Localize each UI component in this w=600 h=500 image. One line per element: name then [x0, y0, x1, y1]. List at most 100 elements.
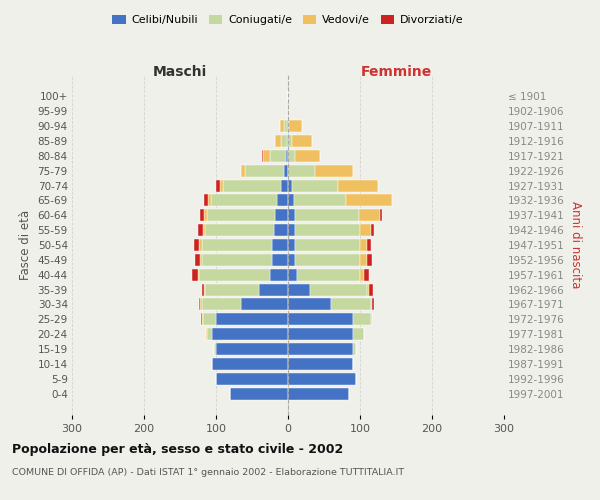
- Bar: [353, 328, 364, 340]
- Bar: [288, 298, 331, 310]
- Text: COMUNE DI OFFIDA (AP) - Dati ISTAT 1° gennaio 2002 - Elaborazione TUTTITALIA.IT: COMUNE DI OFFIDA (AP) - Dati ISTAT 1° ge…: [12, 468, 404, 477]
- Bar: [212, 328, 288, 340]
- Bar: [277, 194, 288, 206]
- Bar: [296, 269, 360, 280]
- Bar: [288, 120, 289, 132]
- Bar: [292, 180, 338, 192]
- Bar: [371, 298, 372, 310]
- Bar: [287, 135, 288, 147]
- Bar: [206, 210, 275, 221]
- Bar: [371, 224, 374, 236]
- Bar: [288, 194, 294, 206]
- Bar: [280, 120, 284, 132]
- Bar: [202, 314, 203, 325]
- Bar: [281, 135, 287, 147]
- Bar: [353, 314, 371, 325]
- Bar: [199, 269, 270, 280]
- Bar: [288, 150, 295, 162]
- Bar: [275, 135, 281, 147]
- Bar: [288, 135, 292, 147]
- Bar: [295, 210, 359, 221]
- Bar: [288, 165, 316, 176]
- Bar: [202, 298, 241, 310]
- Bar: [367, 254, 371, 266]
- Bar: [295, 224, 360, 236]
- Bar: [288, 269, 296, 280]
- Bar: [295, 239, 360, 251]
- Bar: [371, 314, 372, 325]
- Bar: [203, 224, 205, 236]
- Bar: [205, 224, 274, 236]
- Bar: [288, 180, 292, 192]
- Bar: [262, 150, 263, 162]
- Bar: [211, 194, 277, 206]
- Bar: [287, 120, 288, 132]
- Bar: [220, 180, 223, 192]
- Bar: [216, 373, 288, 384]
- Bar: [263, 150, 270, 162]
- Bar: [272, 254, 288, 266]
- Legend: Celibi/Nubili, Coniugati/e, Vedovi/e, Divorziati/e: Celibi/Nubili, Coniugati/e, Vedovi/e, Di…: [108, 10, 468, 30]
- Bar: [287, 106, 288, 117]
- Bar: [370, 284, 373, 296]
- Bar: [288, 106, 289, 117]
- Bar: [200, 298, 202, 310]
- Bar: [364, 269, 368, 280]
- Y-axis label: Fasce di età: Fasce di età: [19, 210, 32, 280]
- Bar: [216, 343, 288, 355]
- Bar: [294, 194, 346, 206]
- Bar: [214, 343, 216, 355]
- Bar: [360, 269, 364, 280]
- Bar: [202, 254, 272, 266]
- Bar: [367, 284, 370, 296]
- Bar: [281, 180, 288, 192]
- Bar: [192, 269, 198, 280]
- Bar: [259, 284, 288, 296]
- Bar: [288, 328, 353, 340]
- Bar: [204, 284, 205, 296]
- Bar: [245, 165, 284, 176]
- Bar: [205, 194, 208, 206]
- Bar: [288, 239, 295, 251]
- Text: Femmine: Femmine: [361, 64, 431, 78]
- Bar: [288, 314, 353, 325]
- Bar: [360, 224, 371, 236]
- Bar: [270, 269, 288, 280]
- Bar: [360, 239, 367, 251]
- Bar: [200, 210, 204, 221]
- Bar: [288, 373, 356, 384]
- Bar: [284, 120, 287, 132]
- Bar: [198, 224, 203, 236]
- Bar: [230, 388, 288, 400]
- Bar: [288, 358, 353, 370]
- Bar: [331, 298, 371, 310]
- Bar: [223, 180, 281, 192]
- Bar: [359, 210, 380, 221]
- Bar: [201, 314, 202, 325]
- Bar: [194, 239, 199, 251]
- Bar: [275, 210, 288, 221]
- Bar: [202, 239, 272, 251]
- Bar: [212, 358, 288, 370]
- Bar: [198, 269, 199, 280]
- Bar: [204, 210, 206, 221]
- Bar: [216, 180, 220, 192]
- Bar: [372, 298, 374, 310]
- Bar: [289, 120, 302, 132]
- Bar: [288, 343, 353, 355]
- Bar: [346, 194, 392, 206]
- Bar: [295, 254, 360, 266]
- Bar: [288, 284, 310, 296]
- Bar: [310, 284, 367, 296]
- Bar: [295, 150, 320, 162]
- Bar: [216, 314, 288, 325]
- Bar: [286, 150, 288, 162]
- Bar: [203, 314, 216, 325]
- Bar: [195, 254, 200, 266]
- Bar: [367, 239, 371, 251]
- Bar: [284, 165, 288, 176]
- Bar: [241, 165, 245, 176]
- Bar: [205, 284, 259, 296]
- Bar: [199, 239, 202, 251]
- Bar: [288, 210, 295, 221]
